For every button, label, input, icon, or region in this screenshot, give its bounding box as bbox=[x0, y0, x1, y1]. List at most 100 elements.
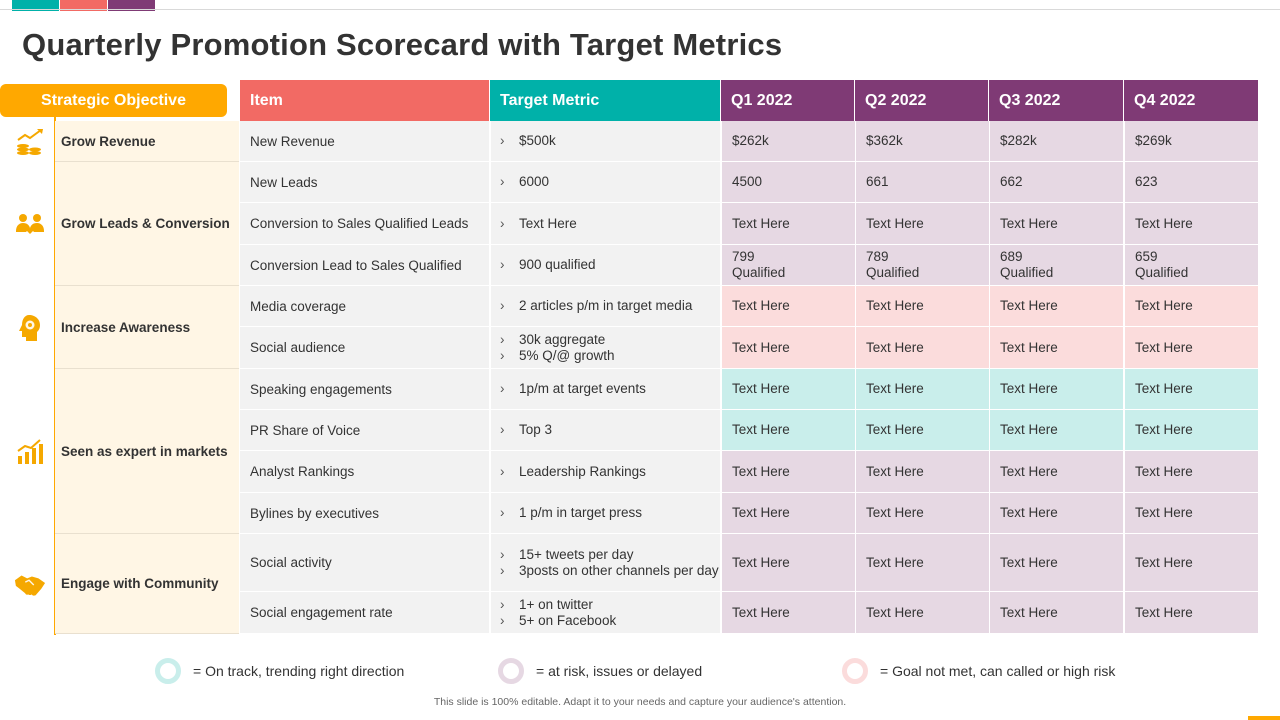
row-item-cell: Speaking engagements bbox=[240, 369, 489, 410]
status-ring-icon bbox=[498, 658, 524, 684]
q3-cell: Text Here bbox=[989, 451, 1123, 493]
header-q1: Q1 2022 bbox=[721, 80, 854, 121]
q3-cell: Text Here bbox=[989, 286, 1123, 327]
target-text: 6000 bbox=[519, 174, 550, 189]
handshake-icon bbox=[14, 568, 46, 600]
objective-label: Engage with Community bbox=[61, 576, 219, 591]
row-item-cell: New Leads bbox=[240, 162, 489, 203]
header-strategic-objective: Strategic Objective bbox=[0, 84, 227, 117]
head-gear-icon bbox=[14, 312, 46, 344]
row-target-cell: › 1 p/m in target press bbox=[490, 493, 720, 534]
target-text: 15+ tweets per day bbox=[519, 546, 634, 562]
q3-cell: Text Here bbox=[989, 369, 1123, 410]
chevron-right-icon: › bbox=[500, 331, 505, 347]
header-q2: Q2 2022 bbox=[855, 80, 988, 121]
target-text: 30k aggregate bbox=[519, 331, 606, 347]
q3-cell: Text Here bbox=[989, 592, 1123, 634]
target-text: Top 3 bbox=[519, 422, 553, 437]
accent-bars bbox=[12, 0, 155, 11]
objective-1: Grow Revenue bbox=[55, 121, 239, 162]
top-divider bbox=[0, 9, 1280, 10]
accent-bar-purple bbox=[108, 0, 155, 11]
target-text: 3posts on other channels per day bbox=[519, 562, 719, 578]
target-line: › Leadership Rankings bbox=[500, 464, 720, 480]
q4-cell: Text Here bbox=[1124, 410, 1258, 451]
row-item-cell: Bylines by executives bbox=[240, 493, 489, 534]
chevron-right-icon: › bbox=[500, 174, 505, 189]
row-target-cell: › Text Here bbox=[490, 203, 720, 245]
target-text: 1 p/m in target press bbox=[519, 505, 643, 520]
q4-cell: 623 bbox=[1124, 162, 1258, 203]
q4-cell: Text Here bbox=[1124, 369, 1258, 410]
legend-text: = at risk, issues or delayed bbox=[536, 663, 703, 679]
accent-bar-teal bbox=[12, 0, 59, 11]
row-item-cell: New Revenue bbox=[240, 121, 489, 162]
q4-cell: 659 Qualified bbox=[1124, 245, 1258, 286]
row-item-cell: Conversion Lead to Sales Qualified bbox=[240, 245, 489, 286]
objective-3: Increase Awareness bbox=[55, 286, 239, 369]
q3-cell: 662 bbox=[989, 162, 1123, 203]
row-target-cell: › 15+ tweets per day › 3posts on other chan… bbox=[490, 534, 720, 592]
q2-cell: Text Here bbox=[855, 451, 989, 493]
target-text: $500k bbox=[519, 133, 556, 148]
q3-cell: Text Here bbox=[989, 410, 1123, 451]
target-line: › 1 p/m in target press bbox=[500, 505, 720, 521]
row-target-cell: › 1p/m at target events bbox=[490, 369, 720, 410]
q1-cell: 4500 bbox=[721, 162, 855, 203]
q1-cell: Text Here bbox=[721, 451, 855, 493]
objective-2: Grow Leads & Conversion bbox=[55, 162, 239, 286]
q2-cell: $362k bbox=[855, 121, 989, 162]
target-line: › 1+ on twitter bbox=[500, 597, 720, 613]
target-text: Leadership Rankings bbox=[519, 463, 646, 479]
target-line: › 3posts on other channels per day bbox=[500, 563, 720, 579]
q2-cell: Text Here bbox=[855, 493, 989, 534]
q3-cell: Text Here bbox=[989, 534, 1123, 592]
target-line: › Top 3 bbox=[500, 422, 720, 438]
q2-cell: 789 Qualified bbox=[855, 245, 989, 286]
target-line: › 5% Q/@ growth bbox=[500, 348, 720, 364]
objective-label: Grow Revenue bbox=[61, 133, 156, 149]
row-target-cell: › Leadership Rankings bbox=[490, 451, 720, 493]
row-item-cell: Social audience bbox=[240, 327, 489, 369]
q1-cell: Text Here bbox=[721, 534, 855, 592]
bar-chart-icon bbox=[14, 436, 46, 468]
q1-cell: Text Here bbox=[721, 592, 855, 634]
q4-cell: Text Here bbox=[1124, 203, 1258, 245]
chevron-right-icon: › bbox=[500, 422, 505, 437]
q4-cell: Text Here bbox=[1124, 327, 1258, 369]
people-handshake-icon bbox=[14, 208, 46, 240]
header-q4: Q4 2022 bbox=[1124, 80, 1258, 121]
objective-4: Seen as expert in markets bbox=[55, 369, 239, 534]
q2-cell: Text Here bbox=[855, 410, 989, 451]
legend-text: = On track, trending right direction bbox=[193, 663, 405, 679]
q2-cell: Text Here bbox=[855, 534, 989, 592]
q1-cell: Text Here bbox=[721, 493, 855, 534]
footer-note: This slide is 100% editable. Adapt it to… bbox=[433, 696, 847, 708]
target-text: 5+ on Facebook bbox=[519, 612, 617, 628]
target-text: 1p/m at target events bbox=[519, 381, 646, 396]
objective-label: Grow Leads & Conversion bbox=[61, 216, 230, 231]
row-target-cell: › 30k aggregate › 5% Q/@ growth bbox=[490, 327, 720, 369]
objective-5: Engage with Community bbox=[55, 534, 239, 634]
q4-cell: Text Here bbox=[1124, 493, 1258, 534]
objective-label: Increase Awareness bbox=[61, 319, 191, 335]
legend-item: = Goal not met, can called or high risk bbox=[842, 658, 1115, 684]
chevron-right-icon: › bbox=[500, 546, 505, 562]
q1-cell: Text Here bbox=[721, 203, 855, 245]
chevron-right-icon: › bbox=[500, 381, 505, 396]
row-target-cell: › 6000 bbox=[490, 162, 720, 203]
q1-cell: Text Here bbox=[721, 327, 855, 369]
target-line: › 900 qualified bbox=[500, 257, 720, 273]
target-text: 1+ on twitter bbox=[519, 596, 593, 612]
target-line: › 30k aggregate bbox=[500, 332, 720, 348]
q3-cell: $282k bbox=[989, 121, 1123, 162]
q4-cell: Text Here bbox=[1124, 592, 1258, 634]
row-target-cell: › $500k bbox=[490, 121, 720, 162]
row-item-cell: Social activity bbox=[240, 534, 489, 592]
target-line: › Text Here bbox=[500, 216, 720, 232]
q4-cell: $269k bbox=[1124, 121, 1258, 162]
legend-item: = at risk, issues or delayed bbox=[498, 658, 702, 684]
page-title: Quarterly Promotion Scorecard with Targe… bbox=[22, 27, 783, 62]
q3-cell: 689 Qualified bbox=[989, 245, 1123, 286]
status-ring-icon bbox=[155, 658, 181, 684]
